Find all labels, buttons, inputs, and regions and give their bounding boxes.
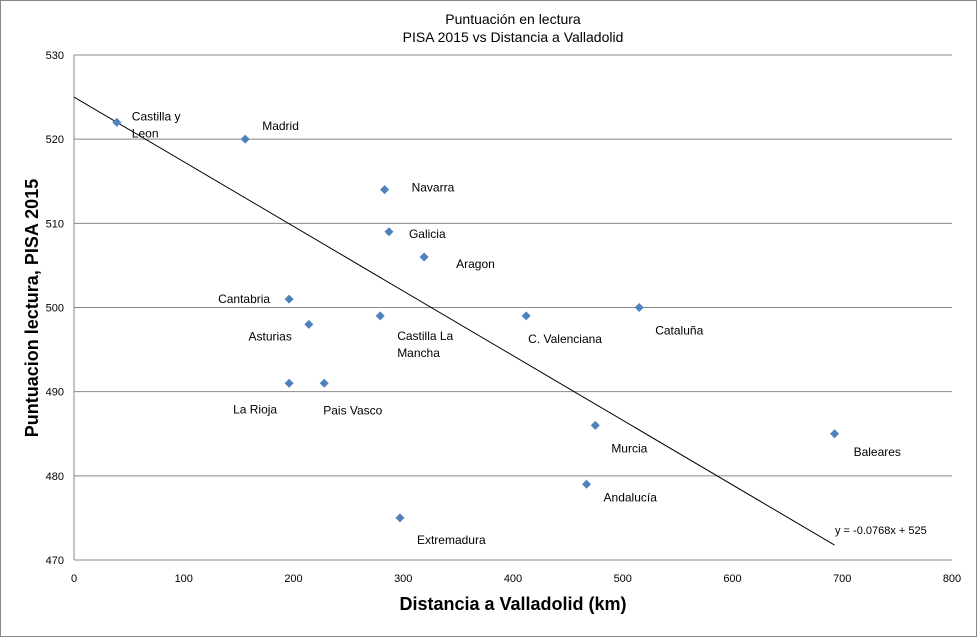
data-label: Castilla La Mancha	[397, 329, 453, 360]
y-tick-label: 500	[46, 303, 64, 315]
data-label: La Rioja	[233, 402, 277, 416]
data-point	[395, 513, 405, 523]
data-label: Navarra	[412, 181, 455, 195]
y-tick-label: 510	[46, 218, 64, 230]
data-label: Aragon	[456, 257, 495, 271]
data-label: Cantabria	[218, 292, 270, 306]
data-point	[582, 479, 592, 489]
data-point	[521, 311, 531, 321]
data-point	[240, 134, 250, 144]
data-point	[830, 429, 840, 439]
x-tick-label: 200	[284, 573, 302, 585]
x-tick-label: 600	[723, 573, 741, 585]
chart-title-line-2: PISA 2015 vs Distancia a Valladolid	[403, 29, 624, 45]
data-label: Cataluña	[655, 324, 703, 338]
data-label: Extremadura	[417, 533, 486, 547]
data-point	[284, 294, 294, 304]
data-point	[634, 303, 644, 312]
x-tick-label: 500	[614, 573, 632, 585]
x-tick-label: 100	[175, 573, 193, 585]
data-label: Asturias	[249, 329, 292, 343]
data-point	[284, 378, 294, 388]
y-tick-label: 490	[46, 387, 64, 399]
data-point	[112, 117, 122, 127]
data-label: C. Valenciana	[528, 332, 602, 346]
data-label: Castilla y Leon	[132, 109, 181, 140]
data-label: Baleares	[854, 445, 901, 459]
chart-title-line-1: Puntuación en lectura	[445, 11, 581, 27]
y-axis-label: Puntuacion lectura, PISA 2015	[22, 179, 42, 437]
x-tick-label: 400	[504, 573, 522, 585]
data-label: Madrid	[262, 119, 299, 133]
x-axis-label: Distancia a Valladolid (km)	[399, 594, 626, 614]
y-tick-label: 470	[46, 555, 64, 567]
y-tick-label: 530	[46, 50, 64, 62]
data-label: Andalucía	[604, 490, 658, 504]
x-tick-label: 700	[833, 573, 851, 585]
data-point	[304, 319, 314, 329]
trendline-equation: y = -0.0768x + 525	[835, 525, 927, 537]
data-point	[380, 185, 390, 195]
data-point	[419, 252, 429, 262]
data-label: Murcia	[611, 441, 647, 455]
data-point	[375, 311, 385, 321]
data-point	[319, 378, 329, 388]
y-tick-label: 480	[46, 471, 64, 483]
x-tick-label: 0	[71, 573, 77, 585]
data-label: Pais Vasco	[323, 403, 382, 417]
x-tick-label: 300	[394, 573, 412, 585]
y-tick-label: 520	[46, 134, 64, 146]
data-label: Galicia	[409, 227, 446, 241]
trendline	[73, 96, 835, 546]
data-point	[384, 227, 394, 237]
x-tick-label: 800	[943, 573, 961, 585]
data-point	[590, 420, 600, 430]
